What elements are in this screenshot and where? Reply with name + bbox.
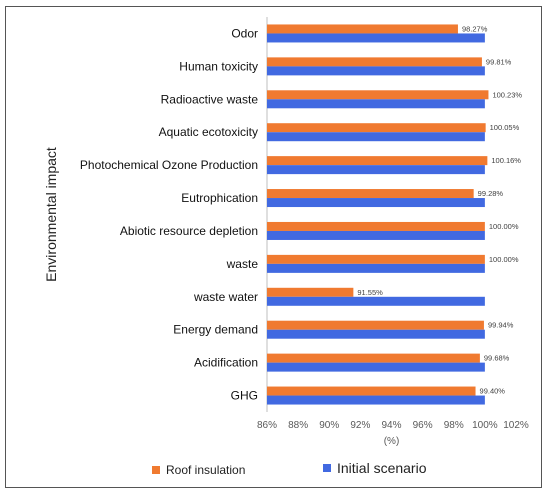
chart-frame: [5, 6, 542, 488]
data-label: 98.27%: [462, 24, 488, 33]
category-label: Energy demand: [173, 323, 258, 337]
data-label: 100.23%: [492, 90, 522, 99]
bar-roof-insulation: [267, 156, 488, 166]
bar-initial-scenario: [267, 263, 485, 273]
x-tick-label: 88%: [288, 420, 308, 431]
category-label: waste: [226, 257, 259, 271]
category-label: Odor: [231, 26, 258, 40]
legend-label-initial-scenario: Initial scenario: [337, 460, 427, 476]
bar-roof-insulation: [267, 353, 480, 363]
bar-roof-insulation: [267, 386, 476, 396]
category-label: Radioactive waste: [161, 92, 259, 106]
data-label: 91.55%: [357, 288, 383, 297]
x-tick-label: 98%: [444, 420, 464, 431]
category-label: Photochemical Ozone Production: [80, 158, 258, 172]
category-label: waste water: [193, 290, 258, 304]
category-label: Eutrophication: [181, 191, 258, 205]
x-axis-title: (%): [384, 436, 400, 447]
bar-initial-scenario: [267, 230, 485, 240]
bar-initial-scenario: [267, 362, 485, 372]
bar-initial-scenario: [267, 329, 485, 339]
bar-roof-insulation: [267, 221, 485, 231]
x-tick-label: 86%: [257, 420, 277, 431]
data-label: 100.00%: [489, 255, 519, 264]
bar-roof-insulation: [267, 123, 486, 133]
x-tick-label: 96%: [413, 420, 433, 431]
x-tick-label: 100%: [472, 420, 498, 431]
x-tick-label: 102%: [503, 420, 529, 431]
x-tick-label: 90%: [319, 420, 339, 431]
category-label: Aquatic ecotoxicity: [159, 125, 258, 139]
bar-initial-scenario: [267, 99, 485, 109]
data-label: 100.05%: [490, 123, 520, 132]
data-label: 99.40%: [480, 387, 506, 396]
data-label: 99.94%: [488, 321, 514, 330]
legend-label-roof-insulation: Roof insulation: [166, 463, 246, 477]
data-label: 99.68%: [484, 354, 510, 363]
data-label: 100.16%: [491, 156, 521, 165]
y-axis-title: Environmental impact: [43, 147, 59, 282]
data-label: 99.81%: [486, 57, 512, 66]
legend-swatch-roof-insulation: [152, 466, 160, 474]
legend-item-initial-scenario: Initial scenario: [323, 460, 427, 476]
legend-item-roof-insulation: Roof insulation: [152, 463, 245, 477]
x-tick-label: 94%: [381, 420, 401, 431]
bar-initial-scenario: [267, 66, 485, 76]
bar-roof-insulation: [267, 189, 474, 199]
bar-initial-scenario: [267, 132, 485, 142]
category-label: Abiotic resource depletion: [120, 224, 258, 238]
bar-initial-scenario: [267, 296, 485, 306]
bar-initial-scenario: [267, 165, 485, 175]
bar-roof-insulation: [267, 57, 482, 67]
bar-roof-insulation: [267, 254, 485, 264]
bar-roof-insulation: [267, 90, 489, 100]
bar-roof-insulation: [267, 24, 458, 34]
bar-initial-scenario: [267, 33, 485, 43]
x-tick-label: 92%: [350, 420, 370, 431]
data-label: 100.00%: [489, 222, 519, 231]
legend-swatch-initial-scenario: [323, 464, 331, 472]
bar-initial-scenario: [267, 395, 485, 405]
category-label: Acidification: [194, 356, 258, 370]
bar-roof-insulation: [267, 320, 484, 330]
category-label: GHG: [231, 389, 258, 403]
category-label: Human toxicity: [179, 59, 258, 73]
bar-initial-scenario: [267, 198, 485, 208]
data-label: 99.28%: [478, 189, 504, 198]
bar-roof-insulation: [267, 287, 354, 297]
